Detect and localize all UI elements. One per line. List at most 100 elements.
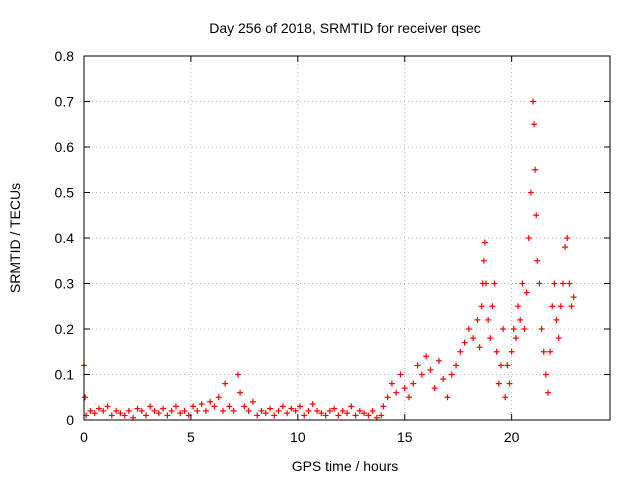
data-point [138, 407, 145, 414]
data-point [474, 316, 481, 323]
data-point [504, 362, 511, 369]
data-point [491, 280, 498, 287]
data-point [510, 326, 517, 332]
y-tick-label: 0 [66, 412, 74, 428]
data-point [222, 380, 229, 387]
data-point [523, 289, 530, 296]
data-point [230, 407, 237, 414]
data-point [365, 412, 372, 419]
data-point [348, 403, 355, 410]
data-point [401, 385, 408, 392]
data-point [215, 394, 222, 401]
x-tick-label: 15 [397, 429, 413, 445]
data-point [194, 407, 201, 414]
data-point [237, 389, 244, 396]
data-point [542, 371, 549, 378]
data-point [495, 380, 502, 387]
y-tick-label: 0.8 [55, 48, 75, 64]
data-point [87, 407, 94, 414]
data-point [181, 407, 188, 414]
data-point [521, 326, 528, 332]
data-point [502, 394, 509, 401]
y-tick-label: 0.4 [55, 230, 75, 246]
data-point [322, 412, 329, 419]
data-point [427, 366, 434, 373]
data-point [562, 244, 569, 251]
x-axis-label: GPS time / hours [292, 458, 399, 474]
data-point [533, 212, 540, 219]
data-point [476, 344, 483, 351]
data-point [547, 348, 554, 355]
y-tick-label: 0.2 [55, 321, 75, 337]
data-point [344, 410, 350, 417]
data-point [219, 407, 226, 414]
data-point [481, 239, 488, 246]
data-point [380, 403, 387, 410]
data-point [388, 380, 395, 387]
data-point [461, 339, 468, 346]
data-point [95, 405, 102, 412]
data-point [245, 407, 252, 414]
data-point [226, 403, 233, 410]
data-point [211, 403, 218, 410]
data-point [284, 410, 291, 417]
data-point [414, 362, 421, 369]
data-point [168, 407, 175, 414]
data-point [448, 371, 455, 378]
data-point [538, 326, 545, 332]
data-point [544, 389, 551, 396]
data-point [555, 335, 562, 342]
data-point [177, 410, 184, 417]
data-point [549, 303, 556, 310]
data-point [410, 380, 417, 387]
y-tick-label: 0.7 [55, 94, 75, 110]
data-point [254, 412, 261, 419]
data-point [234, 371, 241, 378]
x-tick-label: 20 [504, 429, 520, 445]
data-point [536, 280, 543, 287]
data-point [570, 294, 577, 301]
data-point [393, 389, 400, 396]
data-point [530, 98, 537, 105]
data-point [534, 257, 541, 264]
data-point [519, 280, 526, 287]
data-point [531, 121, 538, 128]
data-point [258, 407, 265, 414]
data-point [335, 412, 342, 419]
data-point [457, 348, 464, 355]
data-point [241, 403, 248, 410]
data-point [172, 403, 179, 410]
data-point [151, 407, 158, 414]
data-point [190, 403, 197, 410]
data-point [331, 405, 338, 412]
x-tick-label: 0 [80, 429, 88, 445]
data-point [517, 316, 524, 323]
data-point [207, 398, 214, 405]
data-point [557, 303, 564, 310]
data-point [551, 280, 558, 287]
data-point [431, 385, 438, 392]
data-point [500, 326, 507, 332]
data-point [339, 407, 346, 414]
x-tick-label: 5 [187, 429, 195, 445]
data-point [113, 407, 120, 414]
data-point [369, 407, 376, 414]
axis-ticks: 0 0.1 0.2 0.3 0.4 0.5 0.6 0.7 0.8 0 5 10 15 20 [55, 48, 610, 445]
data-point [271, 412, 278, 419]
data-point [117, 410, 124, 417]
data-point [108, 412, 115, 419]
data-point [249, 398, 256, 405]
data-point [143, 412, 150, 419]
data-point [482, 280, 489, 287]
data-point [418, 371, 425, 378]
grid [84, 56, 610, 420]
data-point [465, 326, 472, 332]
data-point [160, 405, 167, 412]
data-point [104, 403, 111, 410]
data-point [91, 410, 98, 417]
data-point [453, 362, 460, 369]
data-point [532, 166, 539, 173]
data-point [202, 407, 209, 414]
